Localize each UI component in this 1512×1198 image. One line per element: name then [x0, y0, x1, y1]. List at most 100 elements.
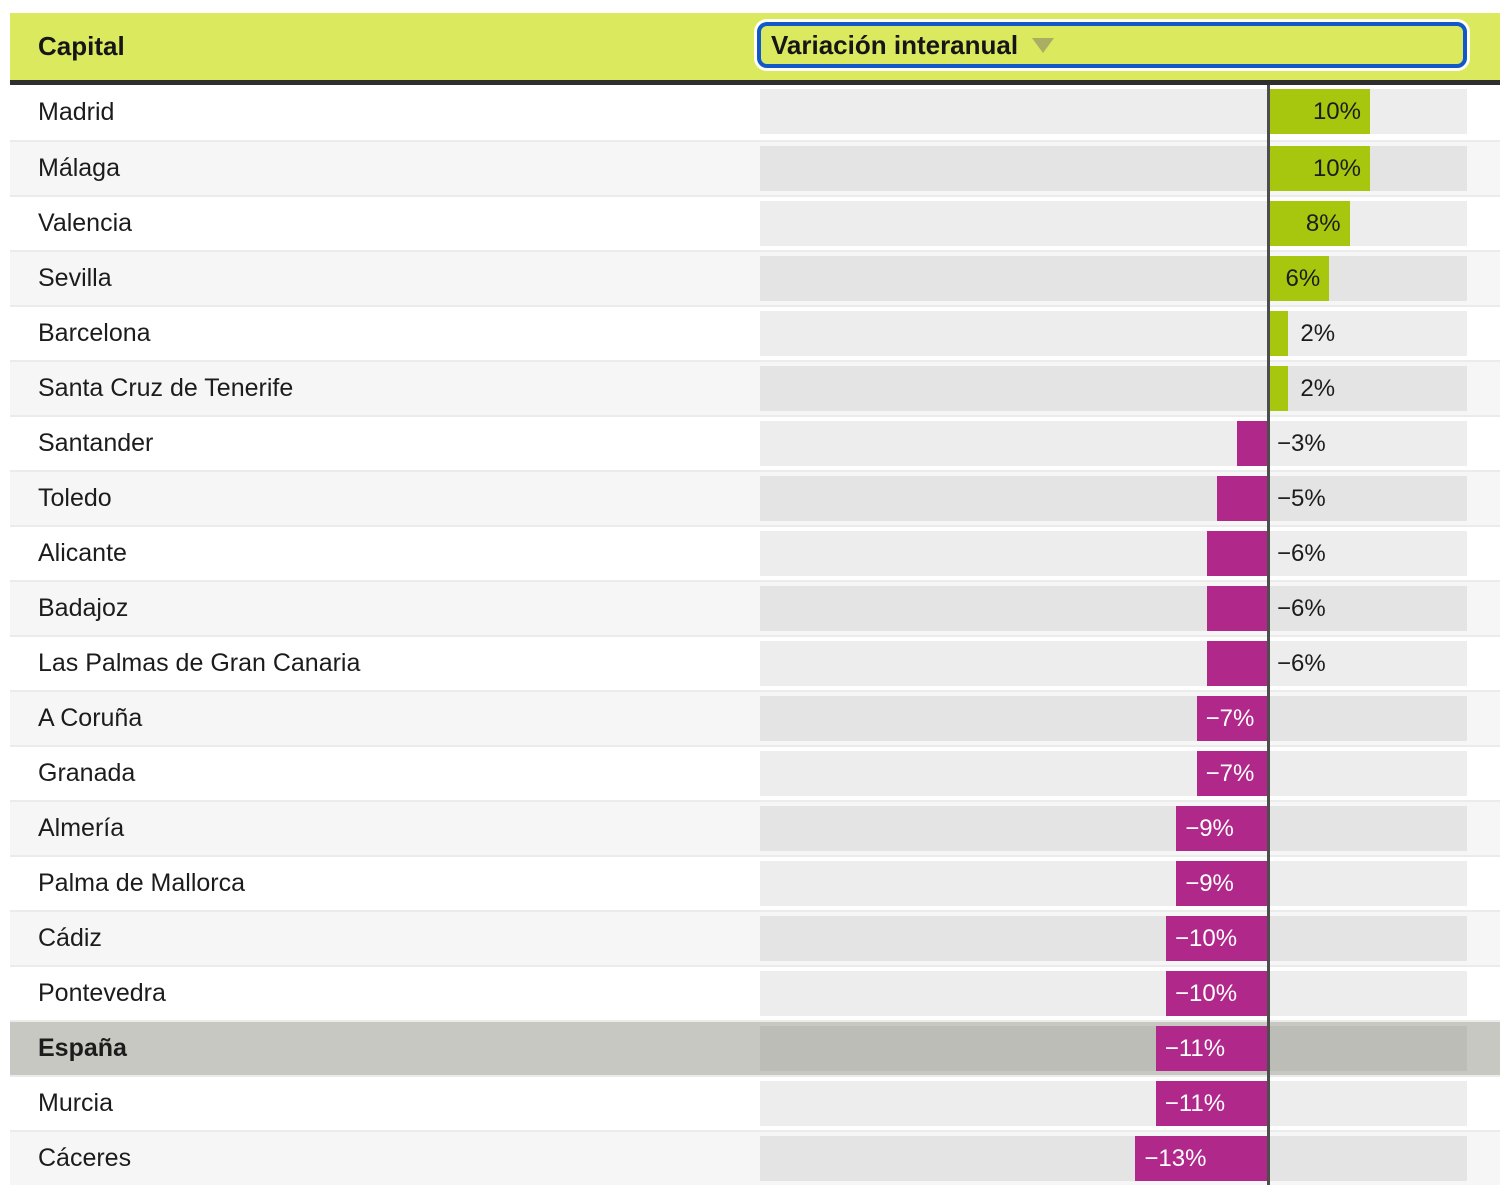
bar-cell: −11% [760, 1077, 1500, 1130]
table-row: Santander −3% [10, 415, 1500, 470]
table-row: Barcelona 2% [10, 305, 1500, 360]
table-row: A Coruña −7% [10, 690, 1500, 745]
positive-bar [1268, 201, 1350, 246]
capital-label: Madrid [38, 98, 115, 126]
bar-track: −11% [760, 1026, 1467, 1071]
bar-cell: −7% [760, 692, 1500, 745]
positive-bar [1268, 89, 1370, 134]
value-label: −10% [1175, 979, 1238, 1007]
bar-track: 2% [760, 366, 1467, 411]
table-row: Toledo −5% [10, 470, 1500, 525]
bar-cell: −10% [760, 967, 1500, 1020]
bar-cell: −7% [760, 747, 1500, 800]
bar-cell: 6% [760, 252, 1500, 305]
positive-bar [1268, 366, 1289, 411]
value-label: 10% [1312, 154, 1361, 182]
capital-label: Murcia [38, 1089, 114, 1117]
capital-label: Granada [38, 759, 136, 787]
value-label: 2% [1300, 374, 1336, 402]
value-label: −9% [1185, 869, 1234, 897]
bar-cell: 2% [760, 362, 1500, 415]
bar-cell: 10% [760, 142, 1500, 195]
table-header: Capital Variación interanual [10, 13, 1500, 85]
bar-track: −6% [760, 586, 1467, 631]
bar-track: −10% [760, 971, 1467, 1016]
capital-label: Badajoz [38, 594, 129, 622]
table-row: Málaga 10% [10, 140, 1500, 195]
negative-bar [1135, 1136, 1268, 1181]
capital-label: A Coruña [38, 704, 143, 732]
capital-label: Cádiz [38, 924, 102, 952]
bar-track: −9% [760, 806, 1467, 851]
bar-cell: −9% [760, 802, 1500, 855]
negative-bar [1206, 641, 1268, 686]
bar-track: −11% [760, 1081, 1467, 1126]
bar-track: 2% [760, 311, 1467, 356]
capital-label: Alicante [38, 539, 127, 567]
value-label: −13% [1144, 1144, 1207, 1172]
table-row: Granada −7% [10, 745, 1500, 800]
sort-button-label: Variación interanual [771, 29, 1019, 60]
bar-track: −13% [760, 1136, 1467, 1181]
value-label: 8% [1305, 209, 1341, 237]
negative-bar [1206, 586, 1268, 631]
value-label: −6% [1277, 539, 1326, 567]
capital-label: Barcelona [38, 319, 151, 347]
bar-track: −9% [760, 861, 1467, 906]
bar-track: −7% [760, 751, 1467, 796]
negative-bar [1206, 531, 1268, 576]
variation-table: Capital Variación interanual Madrid 10% Má… [10, 13, 1500, 1185]
bar-cell: 8% [760, 197, 1500, 250]
bar-cell: 2% [760, 307, 1500, 360]
value-label: −5% [1277, 484, 1326, 512]
value-label: −6% [1277, 594, 1326, 622]
bar-track: 10% [760, 146, 1467, 191]
capital-label: Toledo [38, 484, 112, 512]
bar-track: −6% [760, 531, 1467, 576]
column-header-capital[interactable]: Capital [38, 31, 125, 61]
negative-bar [1155, 1081, 1268, 1126]
value-label: −10% [1175, 924, 1238, 952]
value-label: −11% [1164, 1034, 1226, 1062]
capital-label: Las Palmas de Gran Canaria [38, 649, 361, 677]
table-row: Alicante −6% [10, 525, 1500, 580]
value-label: 2% [1300, 319, 1336, 347]
positive-bar [1268, 311, 1289, 356]
bar-track: −10% [760, 916, 1467, 961]
table-row: Murcia −11% [10, 1075, 1500, 1130]
sort-descending-icon [1032, 37, 1055, 53]
table-row: Valencia 8% [10, 195, 1500, 250]
bar-track: −3% [760, 421, 1467, 466]
table-row: Pontevedra −10% [10, 965, 1500, 1020]
zero-axis-line [1267, 85, 1270, 1185]
capital-label: Almería [38, 814, 125, 842]
negative-bar [1166, 916, 1268, 961]
capital-label: Cáceres [38, 1144, 132, 1172]
value-label: −7% [1205, 704, 1255, 732]
bar-cell: −6% [760, 527, 1500, 580]
bar-cell: −5% [760, 472, 1500, 525]
table-row: Santa Cruz de Tenerife 2% [10, 360, 1500, 415]
positive-bar [1268, 256, 1330, 301]
value-label: −11% [1164, 1089, 1226, 1117]
value-label: −9% [1185, 814, 1234, 842]
negative-bar [1237, 421, 1268, 466]
value-label: −7% [1205, 759, 1255, 787]
bar-cell: −10% [760, 912, 1500, 965]
capital-label: España [38, 1034, 127, 1062]
negative-bar [1176, 806, 1268, 851]
capital-label: Santander [38, 429, 154, 457]
column-header-variation-sort-button[interactable]: Variación interanual [757, 22, 1467, 68]
value-label: 6% [1285, 264, 1321, 292]
bar-track: −6% [760, 641, 1467, 686]
table-row: Las Palmas de Gran Canaria −6% [10, 635, 1500, 690]
negative-bar [1166, 971, 1268, 1016]
bar-cell: −13% [760, 1132, 1500, 1185]
positive-bar [1268, 146, 1370, 191]
value-label: −3% [1277, 429, 1326, 457]
bar-track: −7% [760, 696, 1467, 741]
negative-bar [1217, 476, 1268, 521]
table-row: Cádiz −10% [10, 910, 1500, 965]
bar-track: −5% [760, 476, 1467, 521]
